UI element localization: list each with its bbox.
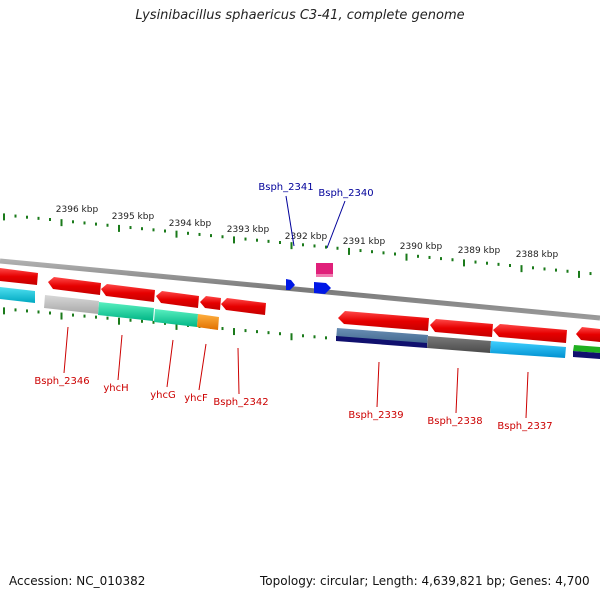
label-connector: [525, 371, 529, 419]
genome-summary: Topology: circular; Length: 4,639,821 bp…: [260, 574, 590, 588]
gene-feature[interactable]: [338, 311, 429, 331]
gene-feature[interactable]: [98, 302, 154, 321]
gene-feature[interactable]: [573, 345, 600, 353]
gene-feature[interactable]: [576, 327, 600, 342]
scale-tick-label: 2392 kbp: [285, 232, 328, 242]
gene-feature[interactable]: [200, 296, 221, 310]
gene-feature[interactable]: [573, 351, 600, 359]
gene-feature[interactable]: [101, 284, 155, 302]
scale-tick-label: 2391 kbp: [343, 237, 386, 247]
label-connector: [326, 200, 346, 249]
gene-feature[interactable]: [490, 341, 566, 358]
gene-feature[interactable]: [197, 314, 219, 330]
scale-tick-label: 2395 kbp: [112, 212, 155, 222]
label-connector: [455, 367, 459, 414]
genome-backbone: [0, 258, 600, 321]
bottom-gene-labels: Bsph_2346 yhcH yhcG yhcF Bsph_2342 Bsph_2339 B…: [34, 326, 553, 432]
scale-tick-label: 2388 kbp: [516, 250, 559, 260]
gene-feature[interactable]: [154, 309, 198, 327]
gene-label[interactable]: Bsph_2337: [497, 421, 552, 432]
gene-label[interactable]: Bsph_2342: [213, 397, 268, 408]
gene-feature[interactable]: [221, 298, 266, 315]
gene-feature[interactable]: [430, 319, 493, 337]
gene-label[interactable]: yhcG: [150, 390, 176, 401]
label-connector: [237, 347, 240, 395]
gene-label[interactable]: Bsph_2340: [318, 188, 373, 199]
gene-label[interactable]: yhcF: [184, 393, 208, 404]
map-title: Lysinibacillus sphaericus C3-41, complet…: [135, 8, 465, 23]
gene-feature[interactable]: [286, 279, 295, 290]
scale-tick-label: 2389 kbp: [458, 246, 501, 256]
scale-tick-label: 2390 kbp: [400, 242, 443, 252]
gene-feature[interactable]: [48, 277, 101, 295]
right-gene-cluster: [336, 311, 600, 359]
gene-feature[interactable]: [314, 282, 331, 294]
scale-tick-label: 2394 kbp: [169, 219, 212, 229]
gene-feature: [316, 274, 333, 277]
gene-label[interactable]: yhcH: [103, 383, 128, 394]
gene-feature[interactable]: [336, 336, 427, 348]
scale-labels: 2396 kbp 2395 kbp 2394 kbp 2393 kbp 2392 kbp…: [56, 205, 559, 260]
accession-text: Accession: NC_010382: [9, 574, 146, 588]
label-connector: [166, 339, 174, 388]
gene-label[interactable]: Bsph_2338: [427, 416, 482, 427]
label-connector: [376, 361, 380, 408]
gene-feature[interactable]: [493, 324, 567, 343]
gene-feature[interactable]: [0, 268, 38, 285]
gene-feature[interactable]: [0, 287, 35, 303]
gene-label[interactable]: Bsph_2341: [258, 182, 313, 193]
scale-tick-label: 2393 kbp: [227, 225, 270, 235]
scale-ruler: [3, 213, 592, 341]
label-connector: [117, 334, 123, 381]
gene-feature[interactable]: [316, 263, 333, 275]
label-connector: [63, 326, 69, 374]
gene-feature[interactable]: [156, 291, 199, 308]
label-connector: [285, 195, 295, 247]
label-connector: [198, 343, 207, 391]
top-strand-genes: [286, 263, 333, 294]
gene-feature[interactable]: [44, 295, 99, 314]
gene-feature[interactable]: [427, 336, 491, 353]
gene-label[interactable]: Bsph_2346: [34, 376, 89, 387]
scale-tick-label: 2396 kbp: [56, 205, 99, 215]
top-gene-labels: Bsph_2341 Bsph_2340: [258, 182, 374, 249]
gene-label[interactable]: Bsph_2339: [348, 410, 403, 421]
left-gene-cluster: [0, 268, 266, 330]
